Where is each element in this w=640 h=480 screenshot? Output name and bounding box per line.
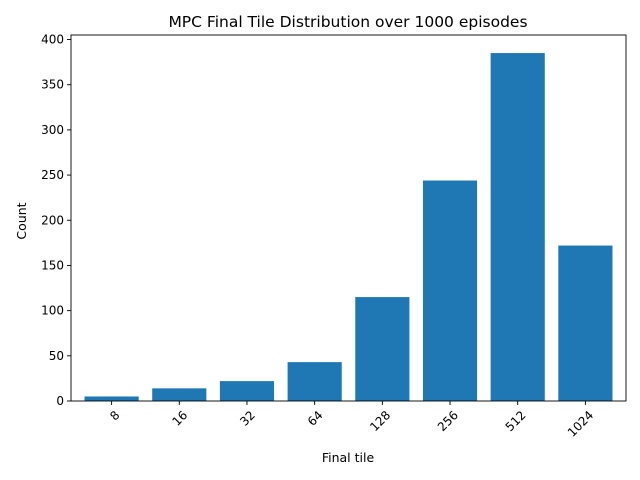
y-tick-label: 150: [41, 258, 64, 272]
y-tick-label: 100: [41, 304, 64, 318]
x-tick-label: 64: [305, 408, 326, 429]
x-tick-label: 256: [435, 408, 461, 434]
y-tick-label: 0: [56, 394, 64, 408]
y-axis-label: Count: [14, 202, 29, 239]
axes-frame: [70, 34, 627, 402]
y-tick-label: 300: [41, 123, 64, 137]
y-tick-label: 200: [41, 213, 64, 227]
bar-32: [219, 381, 275, 401]
bar-1024: [558, 245, 613, 401]
x-tick-label: 16: [170, 408, 191, 429]
y-tick-label: 400: [41, 33, 64, 47]
bar-64: [287, 362, 342, 401]
y-tick-label: 350: [41, 78, 64, 92]
bar-128: [355, 297, 410, 401]
x-axis-label: Final tile: [322, 450, 375, 465]
x-tick-label: 128: [367, 408, 393, 434]
y-tick-label: 50: [49, 349, 64, 363]
x-tick-label: 512: [503, 408, 529, 434]
plot-area: 0 50 100 150 200 250 300 350 400 8 16 32 64 128 256 512…: [41, 33, 627, 440]
bar-512: [490, 53, 545, 401]
chart-title: MPC Final Tile Distribution over 1000 ep…: [168, 13, 527, 31]
x-tick-label: 1024: [565, 408, 596, 439]
x-tick-label: 8: [107, 408, 122, 423]
x-tick-label: 32: [237, 408, 258, 429]
y-tick-label: 250: [41, 168, 64, 182]
bar-8: [84, 396, 139, 401]
bar-256: [422, 180, 478, 401]
bar-16: [152, 388, 207, 401]
